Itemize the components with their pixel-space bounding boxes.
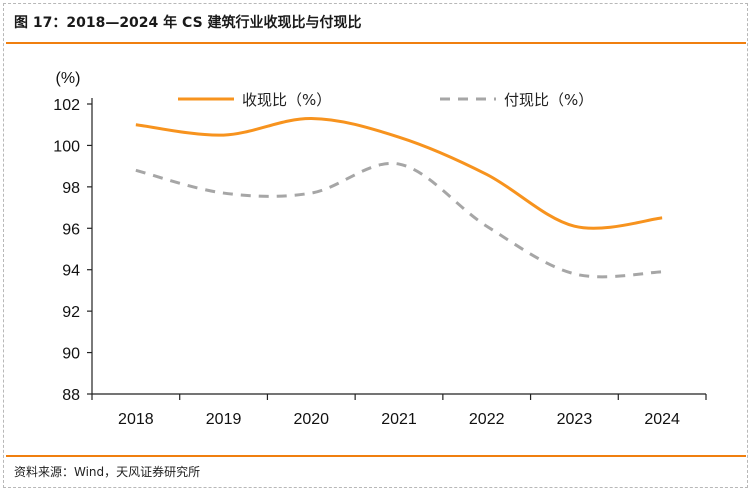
x-tick-label: 2020 [293,411,329,428]
x-tick-label: 2018 [118,411,154,428]
y-tick-label: 98 [62,180,80,197]
figure-frame [3,3,748,488]
legend-label: 收现比（%） [242,91,331,109]
x-tick-label: 2019 [206,411,242,428]
x-tick-label: 2022 [469,411,505,428]
legend-label: 付现比（%） [504,91,593,109]
y-axis-unit: (%) [56,70,81,87]
figure-title: 图 17：2018—2024 年 CS 建筑行业收现比与付现比 [14,15,362,31]
y-tick-label: 96 [62,221,80,238]
x-tick-label: 2024 [644,411,680,428]
y-tick-label: 88 [62,387,80,404]
chart-series [135,116,663,279]
y-tick-label: 92 [62,304,80,321]
x-tick-label: 2023 [557,411,593,428]
x-tick-label: 2021 [381,411,417,428]
y-tick-label: 90 [62,346,80,363]
chart-axes: 88 90 92 94 96 98 100 102 (%) 2018 2019 2020 2021 202… [53,70,707,428]
chart-legend: 收现比（%） 付现比（%） [178,91,593,109]
series-line-payment-ratio [135,161,663,279]
y-tick-label: 94 [62,263,80,280]
source-note: 资料来源：Wind，天风证券研究所 [14,465,201,479]
y-tick-label: 102 [53,97,80,114]
series-line-collection-ratio [135,116,663,230]
y-tick-label: 100 [53,138,80,155]
title-rule [6,42,746,44]
source-rule [6,455,746,457]
